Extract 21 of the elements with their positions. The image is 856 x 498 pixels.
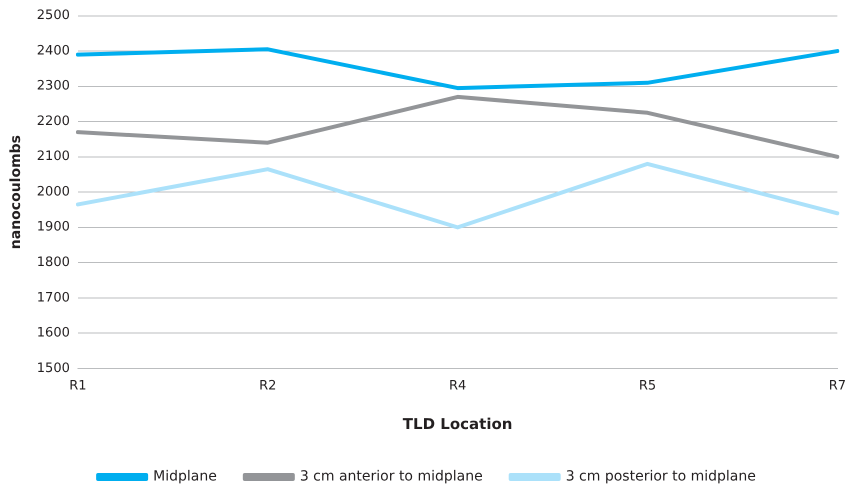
y-tick-label: 2300 [36,78,70,94]
y-tick-label: 1800 [36,254,70,270]
y-tick-label: 2200 [36,114,70,129]
y-tick-label: 2100 [36,149,70,164]
x-tick-label: R7 [828,378,846,394]
y-axis-title: nanocoulombs [8,134,24,250]
legend-label: 3 cm posterior to midplane [566,468,756,485]
x-axis-title: TLD Location [402,414,512,433]
y-tick-label: 2000 [36,184,70,200]
y-tick-label: 2500 [36,8,70,24]
x-tick-label: R1 [69,378,87,394]
legend-label: Midplane [153,468,217,485]
y-tick-label: 1600 [36,326,70,341]
x-tick-label: R2 [259,378,276,394]
x-tick-label: R5 [638,378,656,394]
y-tick-label: 1700 [36,290,70,306]
y-tick-label: 1500 [36,360,70,376]
y-tick-label: 2400 [36,43,70,58]
y-tick-label: 1900 [36,220,70,235]
x-tick-label: R4 [448,378,466,394]
legend-label: 3 cm anterior to midplane [300,468,483,485]
